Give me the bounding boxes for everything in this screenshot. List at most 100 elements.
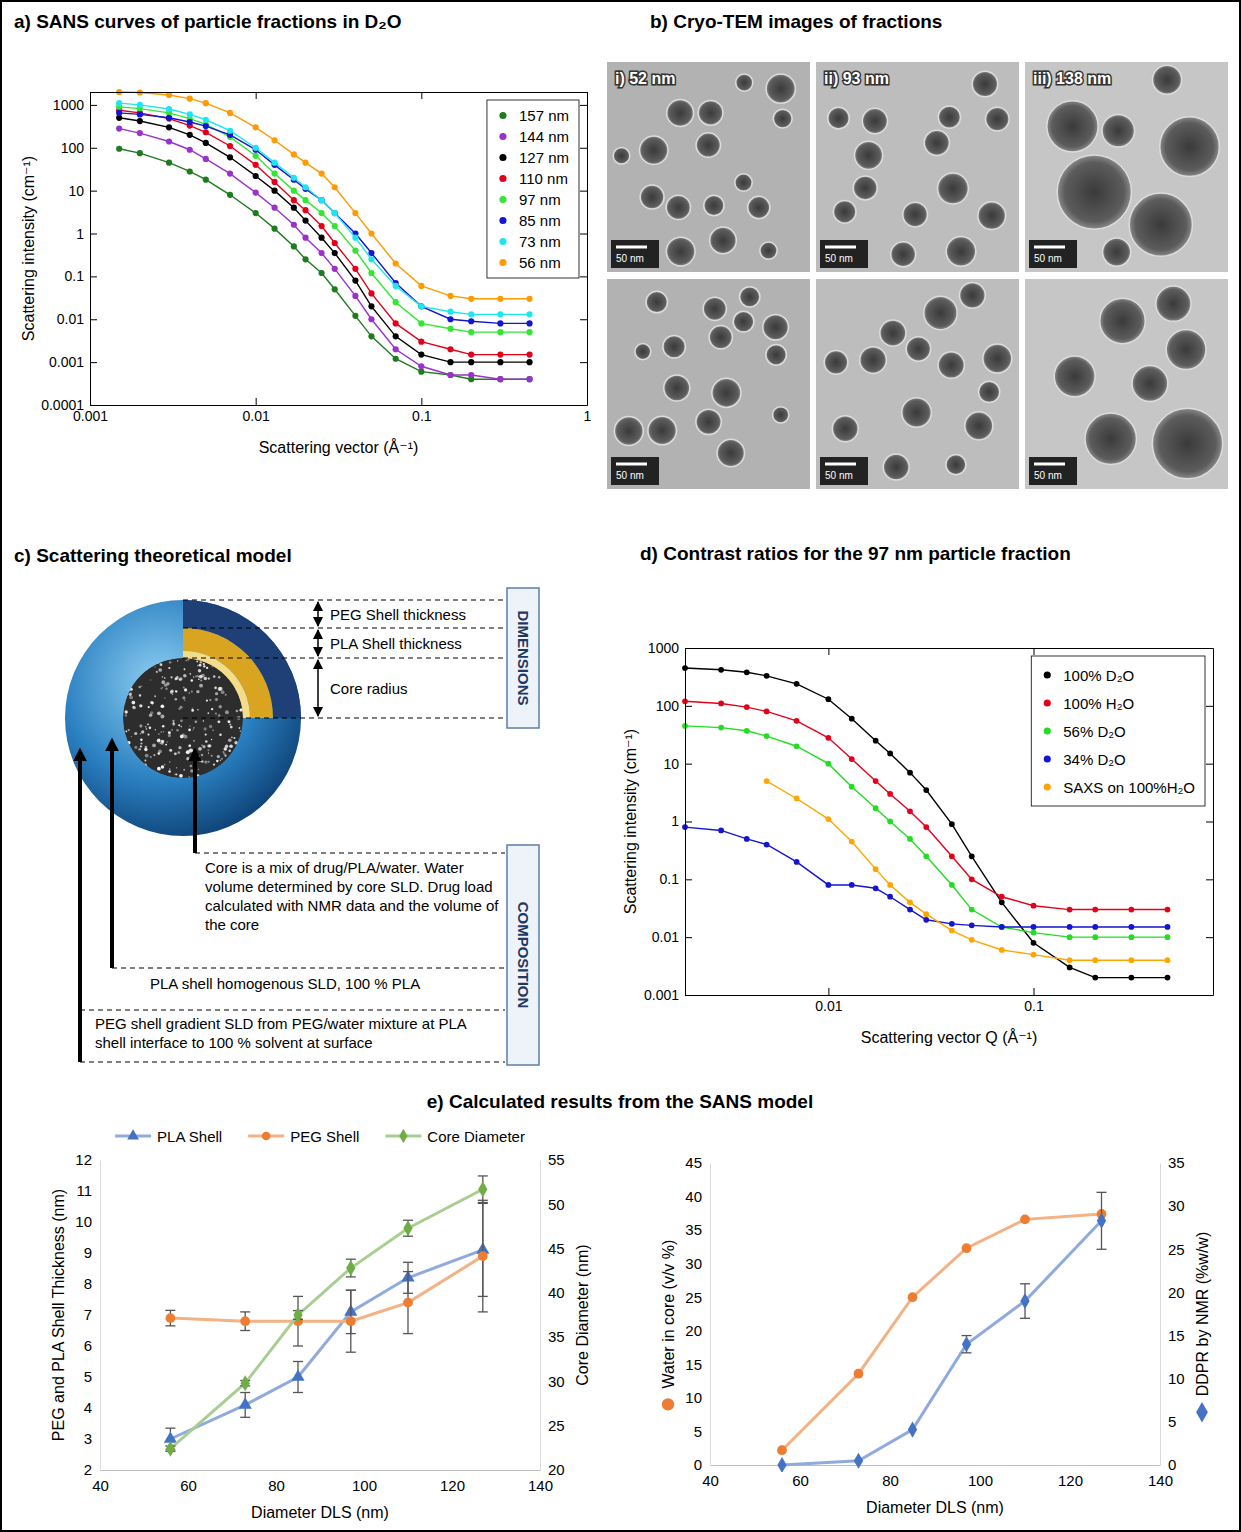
core-speckle: [228, 721, 230, 723]
core-speckle: [153, 754, 155, 756]
particle: [1166, 330, 1206, 370]
data-point: [271, 160, 277, 166]
legend-marker: [1044, 783, 1051, 790]
particle: [854, 141, 882, 169]
y-axis-tick-mark: [685, 648, 692, 649]
core-speckle: [198, 747, 202, 751]
data-point: [478, 1251, 488, 1261]
data-point: [447, 372, 453, 378]
legend: 100% D₂O100% H₂O56% D₂O34% D₂OSAXS on 10…: [1031, 656, 1205, 806]
core-speckle: [140, 739, 142, 741]
core-speckle: [138, 748, 141, 751]
data-point: [253, 173, 259, 179]
data-point: [764, 842, 770, 848]
core-speckle: [233, 737, 235, 739]
x-axis-top-tick-mark: [1034, 648, 1035, 655]
core-speckle: [123, 768, 125, 770]
x-axis-tick: 0.1: [412, 398, 432, 424]
error-bar: [1097, 1192, 1107, 1249]
data-point: [368, 303, 374, 309]
core-speckle: [140, 743, 142, 745]
core-speckle: [165, 688, 167, 690]
data-point: [526, 320, 532, 326]
series-line: [119, 113, 529, 323]
composition-guide: [112, 968, 505, 969]
composition-guide: [80, 1062, 505, 1063]
y-axis-tick-label: 1: [671, 813, 679, 829]
data-point: [923, 917, 929, 923]
data-point: [319, 197, 325, 203]
error-bar: [478, 1176, 488, 1203]
data-point: [137, 102, 143, 108]
plot-marks: [164, 1176, 490, 1457]
data-point: [907, 808, 913, 814]
y-axis-tick-label: 1000: [648, 640, 679, 656]
core-speckle: [161, 704, 165, 708]
data-point: [393, 283, 399, 289]
y2-axis-tick-label: 40: [548, 1284, 565, 1301]
core-speckle: [125, 665, 129, 669]
data-point: [319, 170, 325, 176]
series-line: [767, 781, 1168, 960]
core-speckle: [154, 666, 155, 667]
core-speckle: [239, 688, 243, 692]
y2-axis-tick: 40: [540, 1284, 565, 1301]
dimension-label: PEG Shell thickness: [330, 606, 466, 623]
y2-axis-tick-label: 0: [1168, 1456, 1176, 1473]
x-axis-tick: 40: [702, 1465, 719, 1489]
y-axis-tick-mark: [90, 148, 97, 149]
legend-label: PEG Shell: [290, 1128, 359, 1145]
y-axis-tick: 0.001: [49, 354, 97, 370]
legend-label: 144 nm: [519, 128, 569, 145]
y-axis-tick-label: 0.001: [49, 354, 84, 370]
chart: a) SANS curves of particle fractions in …: [14, 11, 592, 456]
core-speckle: [196, 660, 198, 662]
y-axis-right: [580, 93, 588, 406]
particle: [924, 130, 949, 155]
legend-label: 56 nm: [519, 254, 561, 271]
data-point: [166, 106, 172, 112]
series-line: [170, 1189, 482, 1449]
core-speckle: [206, 700, 208, 702]
legend-label: 97 nm: [519, 191, 561, 208]
data-point: [744, 728, 750, 734]
x-axis-tick-label: 0.1: [1024, 998, 1044, 1014]
particle: [906, 337, 930, 361]
y-axis-right-line: [587, 93, 588, 406]
data-point: [1067, 957, 1073, 963]
legend-marker: [499, 259, 506, 266]
data-point: [368, 290, 374, 296]
x-axis-tick: 40: [92, 1470, 109, 1494]
y-axis-right-tick: [1206, 764, 1213, 765]
chart: d) Contrast ratios for the 97 nm particl…: [622, 543, 1214, 1046]
text-line: volume determined by core SLD. Drug load: [205, 878, 493, 895]
particle: [946, 237, 976, 267]
x-axis-tick-label: 100: [352, 1477, 377, 1494]
core-speckle: [237, 672, 240, 675]
core-speckle: [232, 775, 235, 778]
legend-label: PLA Shell: [157, 1128, 222, 1145]
y-axis: 0.0010.010.11101001000: [644, 640, 692, 1003]
core-speckle: [168, 770, 170, 772]
legend-marker: [499, 133, 506, 140]
core-speckle: [161, 765, 164, 768]
core-speckle: [240, 730, 241, 731]
data-point: [497, 320, 503, 326]
data-point: [468, 311, 474, 317]
core-speckle: [184, 668, 186, 670]
particle: [938, 106, 960, 128]
core-speckle: [218, 687, 222, 691]
data-point: [393, 346, 399, 352]
core-speckle: [132, 759, 134, 761]
core-speckle: [222, 764, 225, 767]
data-point: [203, 117, 209, 123]
tem-image-content: [607, 279, 810, 489]
y2-axis-tick: 10: [1160, 1370, 1185, 1387]
data-point: [497, 376, 503, 382]
x-axis-top-tick: [1034, 648, 1035, 655]
y2-axis-tick-label: 30: [548, 1373, 565, 1390]
data-point: [718, 828, 724, 834]
core-speckle: [161, 680, 165, 684]
y-axis-tick-label: 100: [656, 698, 680, 714]
y-axis-tick-mark: [90, 105, 97, 106]
